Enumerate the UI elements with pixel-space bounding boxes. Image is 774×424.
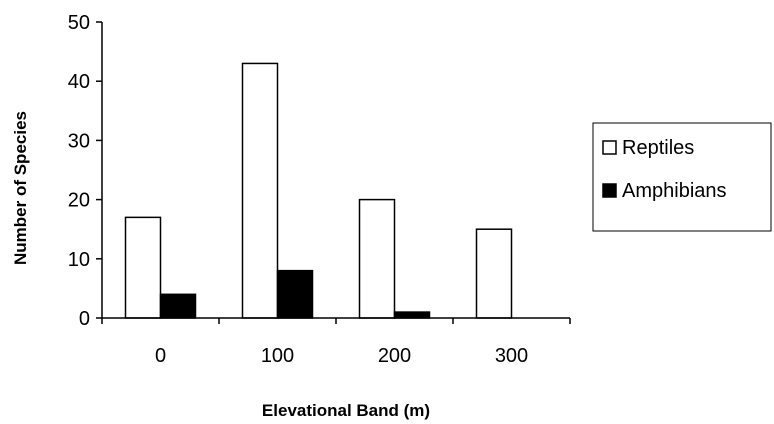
legend-label-amphibians: Amphibians bbox=[622, 180, 727, 202]
y-tick-label: 50 bbox=[68, 12, 90, 34]
legend-label-reptiles: Reptiles bbox=[622, 137, 694, 159]
x-axis-ticks: 0 100 200 300 bbox=[101, 318, 571, 367]
x-tick-label: 100 bbox=[261, 345, 294, 367]
legend-swatch-reptiles bbox=[602, 140, 617, 155]
bars bbox=[124, 62, 513, 319]
bar-reptiles-0 bbox=[124, 216, 162, 319]
y-tick-label: 30 bbox=[68, 130, 90, 152]
legend: Reptiles Amphibians bbox=[592, 122, 772, 232]
y-axis-ticks: 0 10 20 30 40 50 bbox=[68, 12, 102, 330]
legend-box bbox=[592, 122, 772, 232]
x-tick-label: 300 bbox=[495, 345, 528, 367]
bar-amphibians-100 bbox=[276, 269, 314, 319]
bar-reptiles-300 bbox=[475, 228, 513, 319]
y-tick-label: 10 bbox=[68, 249, 90, 271]
x-tick-label: 200 bbox=[378, 345, 411, 367]
legend-swatch-amphibians bbox=[602, 183, 617, 198]
y-tick-label: 20 bbox=[68, 190, 90, 212]
y-axis-title: Number of Species bbox=[11, 111, 30, 265]
bar-amphibians-0 bbox=[159, 293, 197, 319]
y-tick-label: 40 bbox=[68, 71, 90, 93]
bar-reptiles-200 bbox=[358, 198, 396, 319]
y-tick-label: 0 bbox=[79, 308, 90, 330]
bar-reptiles-100 bbox=[241, 62, 279, 319]
x-axis-title: Elevational Band (m) bbox=[262, 401, 430, 420]
x-tick-label: 0 bbox=[155, 345, 166, 367]
bar-amphibians-200 bbox=[393, 311, 431, 319]
